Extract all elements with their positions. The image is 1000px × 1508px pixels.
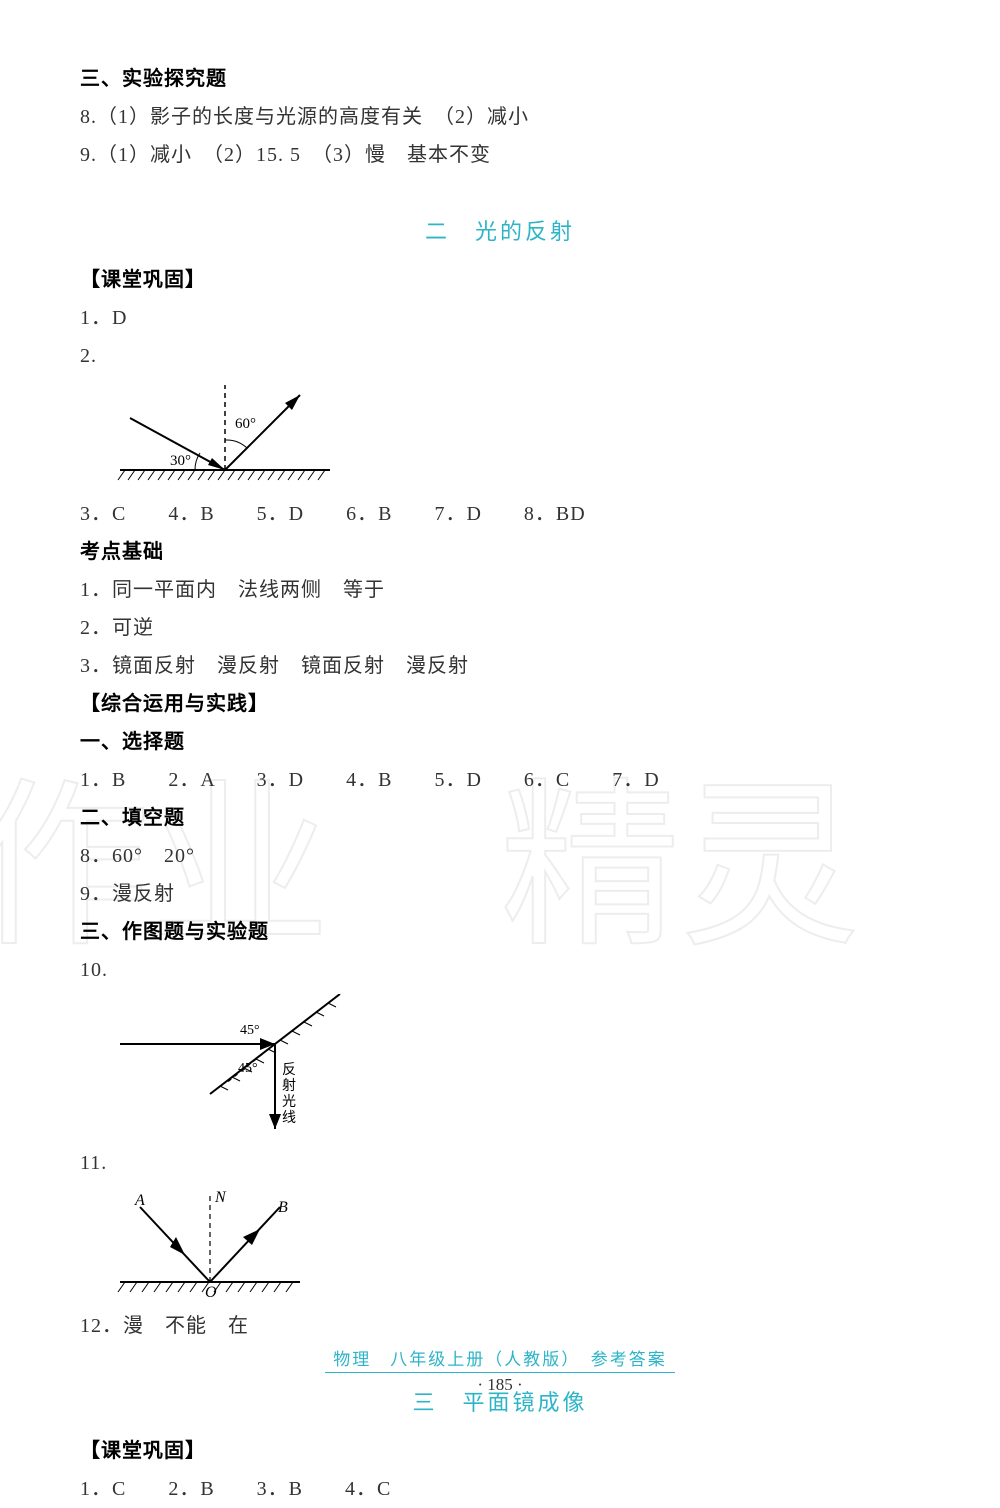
d10-angle2: 45° — [238, 1061, 258, 1076]
s2-f8: 8．60° 20° — [80, 837, 920, 875]
d11-A: A — [134, 1192, 145, 1209]
s2-k1: 1．同一平面内 法线两侧 等于 — [80, 571, 920, 609]
diagram-q10: 45° 45° 反 射 光 线 — [110, 994, 920, 1139]
s3-a1-4: 1．C 2．B 3．B 4．C — [80, 1470, 920, 1508]
s2-a2: 2. — [80, 337, 920, 375]
answer-9: 9.（1）减小 （2）15. 5 （3）慢 基本不变 — [80, 136, 920, 174]
s2-s1-7: 1．B 2．A 3．D 4．B 5．D 6．C 7．D — [80, 761, 920, 799]
ketang-header: 【课堂巩固】 — [80, 261, 920, 299]
heading-3: 三、实验探究题 — [80, 60, 920, 98]
s2-d11: 11. — [80, 1144, 920, 1182]
s2-h1: 一、选择题 — [80, 723, 920, 761]
s2-k3: 3．镜面反射 漫反射 镜面反射 漫反射 — [80, 647, 920, 685]
section-3-title: 三 平面镜成像 — [80, 1385, 920, 1417]
s2-k2: 2．可逆 — [80, 609, 920, 647]
d10-angle1: 45° — [240, 1023, 260, 1038]
answer-8: 8.（1）影子的长度与光源的高度有关 （2）减小 — [80, 98, 920, 136]
page-content: 三、实验探究题 8.（1）影子的长度与光源的高度有关 （2）减小 9.（1）减小… — [80, 60, 920, 1508]
s2-a1: 1．D — [80, 299, 920, 337]
s2-a3-8: 3．C 4．B 5．D 6．B 7．D 8．BD — [80, 495, 920, 533]
diagram-q2: 30° 60° — [110, 380, 920, 490]
angle-30: 30° — [170, 453, 191, 469]
zonghe-header: 【综合运用与实践】 — [80, 685, 920, 723]
s2-d10: 10. — [80, 951, 920, 989]
d10-label: 反 — [282, 1062, 296, 1078]
d11-B: B — [278, 1199, 288, 1216]
s2-d12: 12．漫 不能 在 — [80, 1307, 920, 1345]
diagram-q11: A N B O — [110, 1187, 920, 1302]
s2-h2: 二、填空题 — [80, 799, 920, 837]
d11-O: O — [205, 1284, 217, 1297]
s2-h3: 三、作图题与实验题 — [80, 913, 920, 951]
s3-ketang: 【课堂巩固】 — [80, 1432, 920, 1470]
svg-text:射: 射 — [282, 1078, 296, 1094]
section-2-title: 二 光的反射 — [80, 214, 920, 246]
d11-N: N — [214, 1189, 227, 1206]
kaodian-header: 考点基础 — [80, 533, 920, 571]
svg-text:线: 线 — [282, 1110, 296, 1126]
svg-text:光: 光 — [282, 1094, 296, 1110]
s2-f9: 9．漫反射 — [80, 875, 920, 913]
angle-60: 60° — [235, 416, 256, 432]
